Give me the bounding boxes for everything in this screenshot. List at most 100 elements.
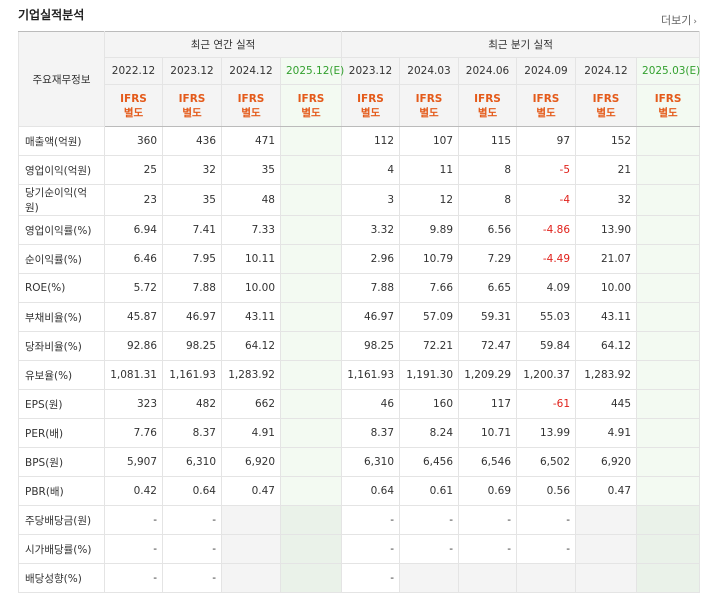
data-cell: 6.46 xyxy=(104,244,163,274)
data-cell: 45.87 xyxy=(104,302,163,332)
table-row: ROE(%) 5.72 7.88 10.00 7.88 7.66 6.65 4.09 10.00 xyxy=(18,273,701,303)
more-label: 더보기 xyxy=(661,14,692,27)
table-row: 시가배당률(%) - - - - - - xyxy=(18,534,701,564)
data-cell: 97 xyxy=(516,126,577,156)
data-cell: 1,161.93 xyxy=(341,360,401,390)
section-title: 기업실적분석 xyxy=(18,8,85,22)
row-label: PBR(배) xyxy=(18,476,105,506)
data-cell: 8.37 xyxy=(162,418,222,448)
row-label: 주당배당금(원) xyxy=(18,505,105,535)
ifrs-line2: 별도 xyxy=(123,106,144,119)
period-header: 2024.03 xyxy=(399,57,460,85)
period-header: 2023.12 xyxy=(162,57,222,85)
data-cell: 4.91 xyxy=(221,418,281,448)
data-cell: 445 xyxy=(575,389,638,419)
data-cell: 59.31 xyxy=(458,302,518,332)
more-link[interactable]: 더보기 › xyxy=(661,12,697,28)
ifrs-badge: IFRS 별도 xyxy=(636,84,701,127)
data-cell: 323 xyxy=(104,389,163,419)
ifrs-badge: IFRS 별도 xyxy=(458,84,518,127)
data-cell: 1,283.92 xyxy=(221,360,281,390)
data-cell: 10.79 xyxy=(399,244,460,274)
table-row: PBR(배) 0.42 0.64 0.47 0.64 0.61 0.69 0.56 0.47 xyxy=(18,476,701,506)
data-cell: 0.56 xyxy=(516,476,577,506)
ifrs-line1: IFRS xyxy=(592,92,620,105)
data-cell: 32 xyxy=(162,155,222,185)
data-cell xyxy=(636,331,701,361)
data-cell xyxy=(516,563,577,593)
quarterly-group-header: 최근 분기 실적 xyxy=(341,31,701,58)
data-cell: 72.21 xyxy=(399,331,460,361)
data-cell: 107 xyxy=(399,126,460,156)
data-cell: 2.96 xyxy=(341,244,401,274)
data-cell: 112 xyxy=(341,126,401,156)
data-cell: 9.89 xyxy=(399,215,460,245)
data-cell: 152 xyxy=(575,126,638,156)
data-cell xyxy=(279,155,343,185)
data-cell xyxy=(636,534,701,564)
data-cell: 21.07 xyxy=(575,244,638,274)
row-label: 배당성향(%) xyxy=(18,563,105,593)
data-cell: 12 xyxy=(399,184,460,216)
ifrs-badge: IFRS 별도 xyxy=(341,84,401,127)
data-cell xyxy=(636,273,701,303)
data-cell: - xyxy=(104,563,163,593)
data-cell: 0.47 xyxy=(221,476,281,506)
data-cell xyxy=(221,534,281,564)
data-cell xyxy=(636,563,701,593)
data-cell xyxy=(279,331,343,361)
data-cell xyxy=(279,447,343,477)
data-cell xyxy=(279,389,343,419)
data-cell xyxy=(279,302,343,332)
data-cell: 8.37 xyxy=(341,418,401,448)
data-cell xyxy=(575,563,638,593)
label-column-header: 주요재무정보 xyxy=(18,31,105,127)
data-cell: 55.03 xyxy=(516,302,577,332)
data-cell: - xyxy=(341,534,401,564)
data-cell xyxy=(636,215,701,245)
ifrs-line1: IFRS xyxy=(415,92,443,105)
row-label: EPS(원) xyxy=(18,389,105,419)
data-cell: 482 xyxy=(162,389,222,419)
data-cell: 6,310 xyxy=(162,447,222,477)
row-label: 유보율(%) xyxy=(18,360,105,390)
data-cell xyxy=(279,534,343,564)
ifrs-line1: IFRS xyxy=(237,92,265,105)
data-cell: 5.72 xyxy=(104,273,163,303)
data-cell: 46.97 xyxy=(341,302,401,332)
row-label: ROE(%) xyxy=(18,273,105,303)
data-cell: - xyxy=(458,534,518,564)
data-cell: 7.88 xyxy=(341,273,401,303)
ifrs-badge: IFRS 별도 xyxy=(575,84,638,127)
data-cell xyxy=(279,184,343,216)
data-cell: 11 xyxy=(399,155,460,185)
data-cell: 64.12 xyxy=(575,331,638,361)
data-cell: 98.25 xyxy=(341,331,401,361)
data-cell: -4 xyxy=(516,184,577,216)
row-label: 순이익률(%) xyxy=(18,244,105,274)
ifrs-line1: IFRS xyxy=(120,92,147,105)
ifrs-badge: IFRS 별도 xyxy=(221,84,281,127)
row-label: 부채비율(%) xyxy=(18,302,105,332)
data-cell: 436 xyxy=(162,126,222,156)
period-header: 2024.09 xyxy=(516,57,577,85)
table-row: PER(배) 7.76 8.37 4.91 8.37 8.24 10.71 13.99 4.91 xyxy=(18,418,701,448)
table-row: 당좌비율(%) 92.86 98.25 64.12 98.25 72.21 72.47 59.… xyxy=(18,331,701,361)
data-cell: 0.64 xyxy=(162,476,222,506)
data-cell xyxy=(636,155,701,185)
data-cell xyxy=(636,505,701,535)
data-cell: 35 xyxy=(162,184,222,216)
table-row: 순이익률(%) 6.46 7.95 10.11 2.96 10.79 7.29 -4.49 21… xyxy=(18,244,701,274)
data-cell: 6,502 xyxy=(516,447,577,477)
table-row: 유보율(%) 1,081.31 1,161.93 1,283.92 1,161.93 1,… xyxy=(18,360,701,390)
ifrs-line1: IFRS xyxy=(357,92,384,105)
table-row: 당기순이익(억원) 23 35 48 3 12 8 -4 32 xyxy=(18,184,701,216)
data-cell xyxy=(636,418,701,448)
data-cell xyxy=(575,534,638,564)
data-cell: 6,310 xyxy=(341,447,401,477)
row-label: 당기순이익(억원) xyxy=(18,184,105,216)
data-cell: 7.33 xyxy=(221,215,281,245)
data-cell xyxy=(221,505,281,535)
data-cell: 4.91 xyxy=(575,418,638,448)
data-cell: 10.71 xyxy=(458,418,518,448)
